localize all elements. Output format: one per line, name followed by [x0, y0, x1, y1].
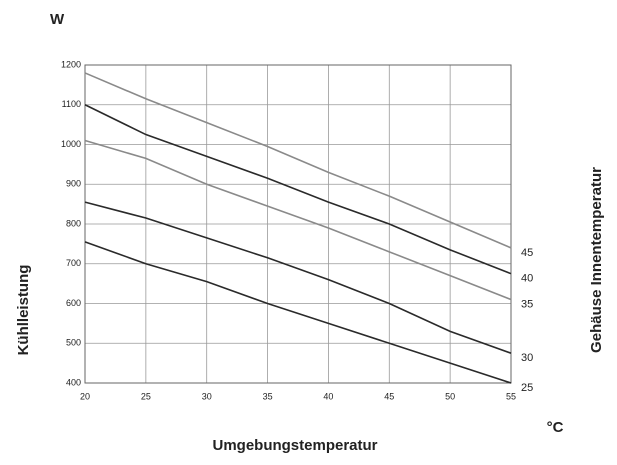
y-axis-label: Kühlleistung — [15, 265, 32, 356]
chart-title: W — [50, 11, 65, 28]
x-tick-label: 35 — [263, 391, 273, 401]
y-tick-label: 500 — [66, 338, 81, 348]
series-label: 30 — [521, 352, 533, 364]
y-tick-label: 400 — [66, 377, 81, 387]
x-axis-unit: °C — [547, 419, 564, 436]
y-tick-label: 700 — [66, 258, 81, 268]
series-line — [84, 201, 512, 354]
x-tick-label: 45 — [384, 391, 394, 401]
y-tick-label: 1200 — [61, 59, 81, 69]
y-tick-label: 1100 — [62, 99, 81, 109]
series-line — [84, 241, 512, 384]
series-label: 45 — [521, 247, 533, 259]
x-tick-label: 20 — [80, 391, 90, 401]
series-line — [84, 104, 512, 275]
x-tick-label: 55 — [506, 391, 516, 401]
series-label: 25 — [521, 382, 533, 394]
x-tick-label: 40 — [323, 391, 333, 401]
series-label: 40 — [521, 273, 533, 285]
series-line — [84, 139, 512, 301]
series-line — [84, 72, 512, 249]
y2-axis-label: Gehäuse Innentemperatur — [588, 167, 605, 353]
y-tick-label: 900 — [66, 179, 81, 189]
x-tick-label: 30 — [202, 391, 212, 401]
plot-frame — [84, 64, 512, 384]
series-label: 35 — [521, 298, 533, 310]
y-tick-label: 800 — [66, 218, 81, 228]
x-axis-label: Umgebungstemperatur — [212, 437, 377, 454]
y-tick-label: 600 — [66, 298, 81, 308]
x-tick-label: 25 — [141, 391, 151, 401]
x-tick-label: 50 — [445, 391, 455, 401]
y-tick-label: 1000 — [61, 139, 81, 149]
